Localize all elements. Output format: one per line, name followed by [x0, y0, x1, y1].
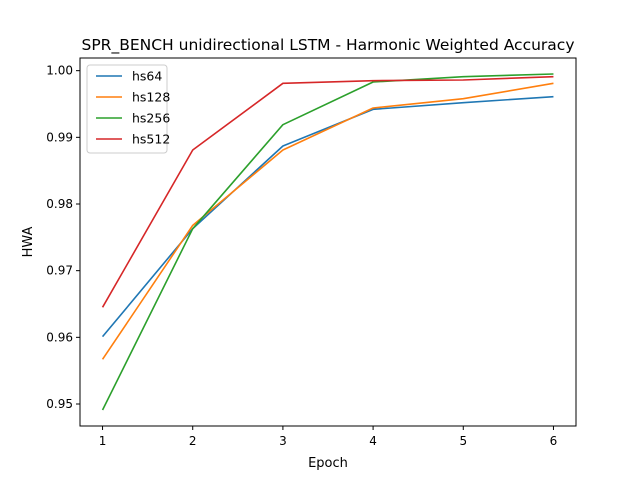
series-line-hs512	[101, 75, 554, 308]
series-line-hs256	[101, 73, 554, 411]
legend: hs64 hs128 hs256 hs512	[86, 64, 170, 154]
x-tick-label: 2	[189, 434, 197, 448]
y-tick-label: 0.98	[46, 197, 73, 211]
x-tick-label: 1	[99, 434, 107, 448]
x-axis: 1 2 3 4 5 6	[99, 426, 558, 448]
x-tick-label: 6	[550, 434, 558, 448]
series-line-hs128	[101, 82, 554, 360]
y-tick-label: 1.00	[46, 64, 73, 78]
x-axis-label: Epoch	[308, 456, 348, 471]
y-tick-label: 0.95	[46, 397, 73, 411]
y-tick-label: 0.97	[46, 264, 73, 278]
x-tick-label: 4	[369, 434, 377, 448]
legend-label-hs256: hs256	[132, 111, 170, 126]
chart-title: SPR_BENCH unidirectional LSTM - Harmonic…	[82, 36, 575, 55]
x-tick-label: 5	[459, 434, 467, 448]
plot-lines	[101, 73, 554, 411]
y-axis: 0.95 0.96 0.97 0.98 0.99 1.00	[46, 64, 80, 411]
legend-box	[86, 64, 168, 154]
y-tick-label: 0.99	[46, 130, 73, 144]
y-axis-label: HWA	[21, 226, 36, 257]
legend-label-hs128: hs128	[132, 90, 170, 105]
y-tick-label: 0.96	[46, 330, 73, 344]
plot-frame	[79, 57, 577, 427]
legend-label-hs64: hs64	[132, 69, 162, 84]
x-tick-label: 3	[279, 434, 287, 448]
legend-label-hs512: hs512	[132, 132, 170, 147]
